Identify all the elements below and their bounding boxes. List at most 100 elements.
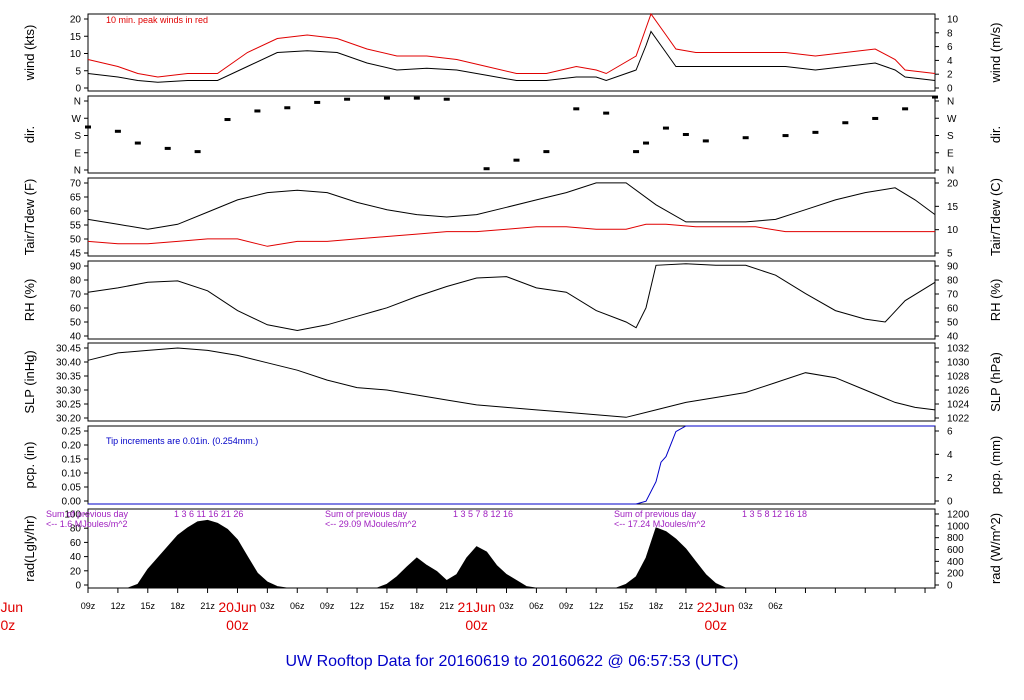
pcp-left-tick: 0.05 [62, 483, 82, 494]
dir-left-tick: E [74, 148, 81, 159]
rad-series-area [88, 519, 935, 589]
x-edge-day-label: 19Jun [0, 599, 23, 615]
panel-pcp: 0.00 0.05 0.10 0.15 0.20 0.25 0 2 4 6 pcp. (in) pcp… [22, 425, 1003, 508]
wind-right-tick: 10 [947, 15, 959, 26]
rad-right-tick: 1200 [947, 510, 970, 521]
dir-series-point [413, 96, 420, 100]
dir-series-point [902, 107, 909, 111]
dir-series-point [164, 146, 171, 150]
dir-series-point [603, 111, 610, 115]
dir-series-point [702, 139, 709, 143]
x-day-hour-label: 00z [226, 617, 249, 633]
rad-hour-markers: 1 3 5 8 12 16 18 [742, 509, 807, 519]
x-day-label: 21Jun [458, 599, 496, 615]
x-tick-label: 18z [649, 601, 664, 611]
dir-right-tick: W [947, 114, 957, 125]
dir-series-point [643, 141, 650, 145]
rh-left-tick: 40 [70, 332, 82, 343]
rad-right-tick: 400 [947, 557, 964, 568]
temp-series-0 [87, 182, 936, 230]
rad-summary-value: <-- 17.24 MJoules/m^2 [614, 519, 706, 529]
rh-right-tick: 80 [947, 276, 959, 287]
rad-right-tick: 0 [947, 581, 953, 592]
x-tick-label: 21z [679, 601, 694, 611]
dir-series-point [872, 116, 879, 120]
pcp-left-tick: 0.10 [62, 469, 82, 480]
x-tick-label: 09z [81, 601, 96, 611]
footer-to: to [514, 653, 527, 670]
dir-left-tick: S [74, 131, 81, 142]
rad-left-tick: 20 [70, 566, 82, 577]
dir-left-tick: N [74, 97, 81, 108]
x-day-hour-label: 00z [704, 617, 727, 633]
dir-series-point [812, 130, 819, 134]
dir-series-point [85, 125, 91, 129]
slp-left-axis-title: SLP (inHg) [22, 350, 37, 413]
dir-frame [87, 95, 936, 174]
rh-left-tick: 50 [70, 318, 82, 329]
rh-right-axis-title: RH (%) [988, 279, 1003, 322]
x-tick-label: 09z [559, 601, 574, 611]
dir-series-point [742, 136, 749, 140]
rh-left-tick: 60 [70, 304, 82, 315]
temp-left-tick: 65 [70, 193, 82, 204]
temp-left-tick: 60 [70, 207, 82, 218]
slp-left-tick: 30.30 [56, 386, 81, 397]
slp-left-tick: 30.35 [56, 372, 81, 383]
dir-series-point [782, 134, 789, 138]
slp-right-tick: 1026 [947, 386, 970, 397]
dir-series-point [443, 97, 450, 101]
dir-series-point [932, 95, 938, 99]
rad-hour-markers: 1 3 6 11 16 21 26 [174, 509, 243, 519]
pcp-left-tick: 0.00 [62, 497, 82, 508]
temp-right-tick: 5 [947, 249, 953, 260]
dir-series-point [114, 129, 121, 133]
x-tick-label: 06z [768, 601, 783, 611]
pcp-right-tick: 2 [947, 473, 953, 484]
temp-left-tick: 55 [70, 221, 82, 232]
rad-right-tick: 1000 [947, 521, 970, 532]
footer-prefix: UW Rooftop Data for [286, 653, 435, 670]
wind-left-tick: 15 [70, 32, 82, 43]
wind-right-axis-title: wind (m/s) [988, 23, 1003, 84]
rad-summary-value: <-- 29.09 MJoules/m^2 [325, 519, 417, 529]
slp-left-tick: 30.45 [56, 344, 81, 355]
x-day-hour-label: 00z [465, 617, 488, 633]
temp-left-tick: 70 [70, 179, 82, 190]
wind-left-axis-title: wind (kts) [22, 25, 37, 82]
dir-series-point [682, 133, 689, 136]
rad-left-axis-title: rad(Lgly/hr) [22, 515, 37, 581]
footer-start-date: 20160619 [438, 653, 509, 670]
dir-series-point [483, 167, 490, 171]
panel-rad: 020406080100020040060080010001200rad(Lgl… [22, 508, 1003, 592]
temp-right-tick: 15 [947, 202, 959, 213]
slp-right-tick: 1028 [947, 372, 970, 383]
dir-right-tick: E [947, 148, 954, 159]
rh-right-tick: 70 [947, 290, 959, 301]
temp-frame [87, 177, 936, 257]
x-tick-label: 15z [380, 601, 395, 611]
pcp-right-tick: 4 [947, 450, 953, 461]
x-tick-label: 15z [141, 601, 156, 611]
slp-right-tick: 1032 [947, 344, 970, 355]
x-tick-label: 03z [260, 601, 275, 611]
wind-right-tick: 0 [947, 84, 953, 95]
dir-series-point [224, 118, 231, 122]
rad-left-tick: 60 [70, 538, 82, 549]
rh-left-tick: 70 [70, 290, 82, 301]
x-tick-label: 18z [410, 601, 425, 611]
wind-left-tick: 5 [75, 66, 81, 77]
dir-series-point [284, 106, 291, 110]
dir-series-point [383, 96, 390, 100]
wind-right-tick: 4 [947, 56, 953, 67]
temp-series-1 [87, 223, 935, 247]
rad-left-tick: 80 [70, 524, 82, 535]
slp-right-tick: 1030 [947, 358, 970, 369]
rh-left-axis-title: RH (%) [22, 279, 37, 322]
rh-left-tick: 90 [70, 262, 82, 273]
wind-left-tick: 10 [70, 49, 82, 60]
slp-frame [87, 342, 936, 422]
x-day-label: 22Jun [697, 599, 735, 615]
